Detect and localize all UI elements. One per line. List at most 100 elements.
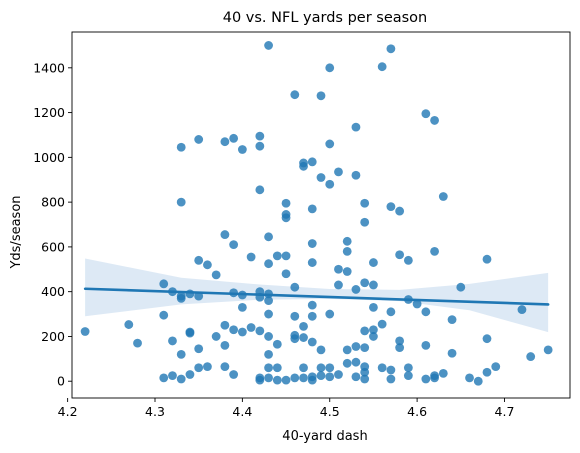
data-point [272,363,282,373]
data-point [351,372,361,382]
data-point [351,285,361,294]
data-point [482,334,492,344]
data-point [229,370,239,379]
data-point [185,370,195,379]
y-tick-label: 1400 [33,60,65,75]
data-point [307,375,317,385]
data-point [342,246,352,256]
y-tick-label: 1200 [33,105,65,120]
data-point [316,173,326,182]
data-point [194,135,204,144]
x-tick-label: 4.7 [495,404,515,419]
data-point [264,363,273,373]
y-tick-label: 1000 [33,150,65,165]
data-point [351,342,361,351]
regression-line-layer [83,287,550,306]
data-point [430,246,439,256]
data-point [482,254,492,264]
scatter-points-layer [80,41,553,386]
data-point [229,325,239,335]
data-point [351,122,361,132]
data-point [395,343,405,353]
data-point [395,336,405,346]
data-point [386,44,396,54]
chart-title: 40 vs. NFL yards per season [223,10,428,26]
data-point [255,326,265,336]
data-point [456,282,466,292]
data-point [430,116,439,125]
data-point [307,258,317,267]
x-tick-label: 4.4 [232,404,252,419]
data-point [369,280,378,290]
data-point [360,374,370,384]
data-point [473,376,483,386]
data-point [325,63,335,73]
y-tick-label: 200 [41,329,65,344]
y-tick-label: 800 [41,195,65,210]
data-point [307,157,317,167]
data-point [482,367,492,377]
data-point [316,91,326,101]
data-point [325,363,335,373]
y-tick-label: 400 [41,284,65,299]
data-point [281,269,291,279]
data-point [299,161,308,171]
data-point [386,202,396,212]
data-point [447,348,457,358]
data-point [264,309,273,319]
x-tick-label: 4.2 [58,404,78,419]
data-point [229,133,239,143]
data-point [307,239,317,248]
data-point [272,375,282,385]
data-point [299,373,308,383]
data-point [351,357,361,367]
data-point [360,278,370,288]
data-point [159,279,169,289]
y-axis-label: Yds/season [9,195,24,269]
data-point [290,334,300,344]
data-point [342,267,352,276]
data-point [369,258,378,267]
data-point [255,375,265,385]
data-point [246,323,256,332]
data-point [334,167,343,177]
data-point [211,270,221,280]
data-point [438,368,448,378]
data-point [185,289,195,299]
data-point [281,213,291,223]
data-point [220,362,230,372]
data-point [211,332,221,341]
data-point [360,198,370,208]
data-point [264,296,273,306]
data-point [438,192,448,201]
data-point [176,349,186,359]
data-point [421,374,431,384]
data-point [220,340,230,350]
data-point [264,373,273,383]
data-point [290,311,300,321]
data-point [360,343,370,353]
y-axis-ticks: 0 200 400 600 800 1000 1200 1400 [33,60,72,389]
data-point [220,320,230,330]
data-point [403,371,413,381]
data-point [237,145,247,154]
data-point [307,337,317,347]
x-axis-ticks: 4.2 4.3 4.4 4.5 4.6 4.7 [58,398,515,419]
data-point [316,371,326,381]
data-point [386,307,396,317]
data-point [334,370,343,379]
data-point [360,217,370,227]
data-point [80,327,90,336]
data-point [526,352,536,361]
data-point [220,230,230,239]
data-point [369,332,378,341]
data-point [307,204,317,214]
data-point [290,373,300,383]
data-point [360,367,370,377]
x-tick-label: 4.5 [320,404,340,419]
data-point [203,260,212,270]
data-point [369,302,378,312]
data-point [299,333,308,342]
data-point [325,139,335,149]
data-point [386,365,396,375]
